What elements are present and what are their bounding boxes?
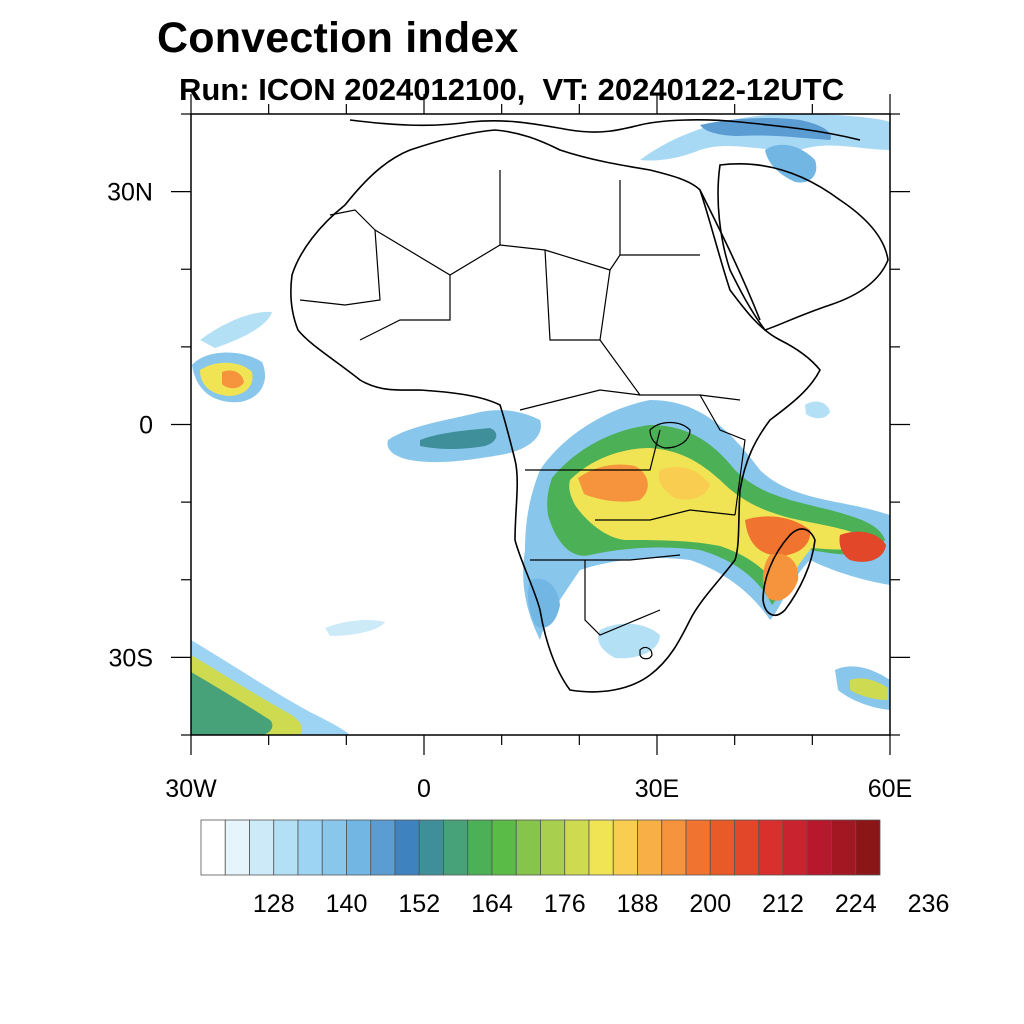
field-west-atlantic-north [200, 311, 272, 348]
colorbar-swatch [491, 819, 517, 876]
europe-coast [349, 119, 861, 141]
red-sea [699, 189, 761, 321]
colorbar-swatch [224, 819, 250, 876]
colorbar-swatch [418, 819, 444, 876]
colorbar-swatch [370, 819, 396, 876]
colorbar-swatch [831, 819, 857, 876]
colorbar-label: 140 [326, 890, 368, 918]
border-1 [299, 209, 381, 306]
field-namibia [527, 578, 560, 628]
axis-tick-labels: 30N 0 30S 30W 0 30E 60E [107, 179, 912, 803]
colorbar-swatch [321, 819, 347, 876]
field-west-atlantic-core2 [222, 370, 244, 389]
colorbar-swatch [855, 819, 881, 876]
colorbar-label: 152 [398, 890, 440, 918]
field-lakes-yellow [658, 466, 710, 500]
colorbar-swatch [564, 819, 590, 876]
africa-coastline [290, 129, 821, 693]
border-10 [595, 509, 736, 521]
arabia-coast [717, 162, 889, 331]
lat-tick-label: 30S [109, 644, 153, 672]
field-gulf-guinea-core [420, 428, 497, 449]
colorbar-label: 128 [253, 890, 295, 918]
colorbar-swatch [685, 819, 711, 876]
colorbar [200, 819, 881, 876]
colorbar-swatch [346, 819, 372, 876]
country-borders [299, 170, 746, 660]
colorbar-swatch [709, 819, 735, 876]
colorbar-swatch [806, 819, 832, 876]
colorbar-swatch [758, 819, 784, 876]
field-madagascar-east [839, 531, 886, 562]
colorbar-swatch [782, 819, 808, 876]
colorbar-swatch [467, 819, 493, 876]
colorbar-swatch [443, 819, 469, 876]
colorbar-swatch [297, 819, 323, 876]
lon-tick-label: 30E [635, 775, 679, 803]
colorbar-swatch [637, 819, 663, 876]
colorbar-label: 212 [762, 890, 804, 918]
colorbar-label: 188 [617, 890, 659, 918]
field-levant [765, 144, 817, 183]
field-south-africa [598, 623, 660, 659]
lon-tick-label: 30W [165, 775, 217, 803]
border-6 [599, 339, 741, 401]
colorbar-swatch [273, 819, 299, 876]
convection-fields [191, 114, 890, 735]
colorbar-label: 224 [835, 890, 877, 918]
field-central-africa-orange [578, 464, 648, 502]
border-13 [699, 394, 746, 516]
border-15 [639, 646, 653, 660]
chart-title: Convection index [157, 14, 519, 62]
field-mozambique-channel [745, 516, 811, 556]
colorbar-label: 176 [544, 890, 586, 918]
border-4 [544, 249, 611, 341]
colorbar-swatch [588, 819, 614, 876]
field-indian-ocean-se-core [850, 678, 888, 700]
field-south-atlantic-front-green [191, 672, 273, 735]
lon-tick-label: 60E [868, 775, 912, 803]
colorbar-swatch [249, 819, 275, 876]
field-mediterranean [640, 114, 890, 161]
madagascar-coast [762, 528, 816, 616]
border-7 [359, 275, 451, 341]
colorbar-swatch [612, 819, 638, 876]
border-8 [519, 389, 641, 411]
field-indian-ocean-ne [805, 401, 830, 419]
border-2 [374, 229, 700, 276]
colorbar-swatch [540, 819, 566, 876]
lat-tick-label: 30N [107, 179, 153, 207]
lon-tick-label: 0 [417, 775, 431, 803]
colorbar-labels: 128 140 152 164 176 188 200 212 224 236 [253, 890, 949, 918]
border-9 [525, 429, 661, 471]
colorbar-swatch [394, 819, 420, 876]
colorbar-swatch [200, 819, 226, 876]
chart-subtitle: Run: ICON 2024012100, VT: 20240122-12UTC [179, 72, 845, 107]
colorbar-swatch [515, 819, 541, 876]
field-mid-atlantic [325, 620, 385, 636]
colorbar-swatch [661, 819, 687, 876]
border-11 [530, 554, 681, 561]
lat-tick-label: 0 [139, 412, 153, 440]
field-mediterranean-core [700, 117, 831, 140]
coastlines [290, 119, 889, 693]
colorbar-label: 236 [908, 890, 950, 918]
colorbar-swatch [734, 819, 760, 876]
axis-ticks [171, 94, 910, 755]
border-14 [649, 421, 691, 449]
colorbar-label: 200 [689, 890, 731, 918]
colorbar-label: 164 [471, 890, 513, 918]
field-madagascar [762, 553, 799, 601]
border-12 [584, 560, 661, 636]
